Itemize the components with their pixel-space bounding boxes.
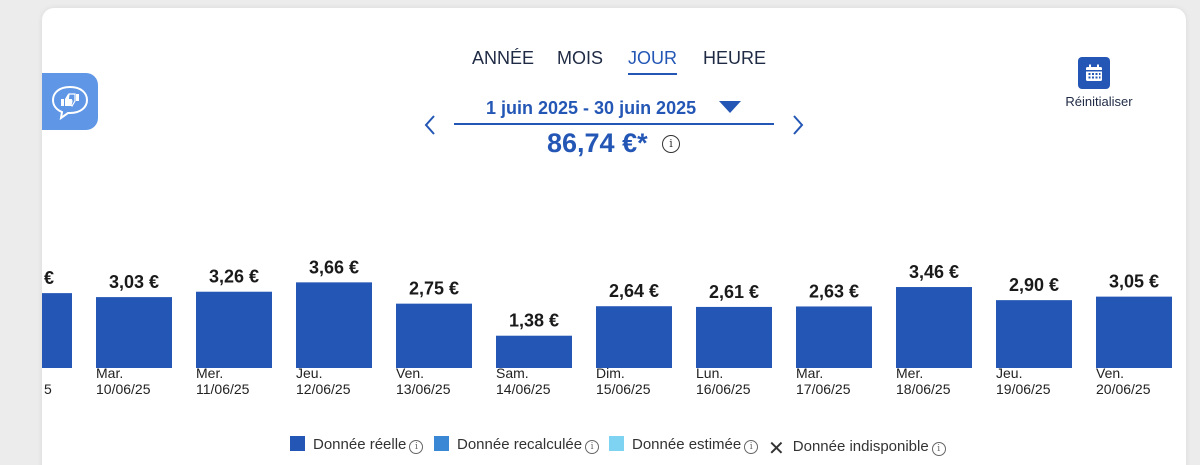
reset-label: Réinitialiser: [1065, 94, 1133, 109]
tick-day-label: Mer.: [196, 365, 223, 381]
bar-15/06/25[interactable]: [596, 306, 672, 368]
info-icon[interactable]: i: [585, 440, 600, 454]
bar-value-label: €: [44, 268, 54, 288]
tick-date-label: 19/06/25: [996, 381, 1051, 397]
chevron-left-icon[interactable]: [422, 114, 438, 136]
tick-date-label: 17/06/25: [796, 381, 851, 397]
tick-date-label: 13/06/25: [396, 381, 451, 397]
tick-day-label: Sam.: [496, 365, 529, 381]
bar-16/06/25[interactable]: [696, 306, 772, 368]
date-range-selector[interactable]: 1 juin 2025 - 30 juin 2025: [454, 95, 774, 125]
tick-date-label: 12/06/25: [296, 381, 351, 397]
info-icon[interactable]: i: [409, 440, 424, 454]
thumbs-feedback-icon: [51, 85, 89, 120]
consumption-card: ANNÉE MOIS JOUR HEURE Réinitialiser: [42, 8, 1186, 465]
tick-day-label: Dim.: [596, 365, 625, 381]
tick-date-label: 15/06/25: [596, 381, 651, 397]
bar-20/06/25[interactable]: [1096, 296, 1172, 368]
bar-11/06/25[interactable]: [196, 291, 272, 368]
legend-item-estimee: Donnée estimée i: [609, 436, 759, 454]
legend-label-recalculee: Donnée recalculée: [457, 436, 583, 453]
calendar-icon: [1086, 64, 1102, 81]
bar-value-label: 3,26 €: [209, 267, 259, 287]
legend-item-recalculee: Donnée recalculée i: [434, 436, 600, 454]
period-total: 86,74 €*: [547, 128, 648, 158]
tab-annee[interactable]: ANNÉE: [472, 48, 535, 68]
legend-label-indisponible: Donnée indisponible: [792, 438, 929, 455]
tick-day-label: Jeu.: [296, 365, 322, 381]
bar-value-label: 3,05 €: [1109, 272, 1159, 292]
tick-day-label: Mer.: [896, 365, 923, 381]
info-icon[interactable]: i: [744, 440, 759, 454]
bar-value-label: 3,46 €: [909, 262, 959, 282]
chart-legend: Donnée réelle i Donnée recalculée i Donnée…: [290, 436, 1010, 460]
tick-date-label: 20/06/25: [1096, 381, 1151, 397]
tab-mois[interactable]: MOIS: [557, 48, 604, 68]
legend-swatch-reelle: [290, 436, 305, 451]
close-icon: ✕: [768, 438, 785, 460]
tab-heure[interactable]: HEURE: [703, 48, 767, 68]
bar-14/06/25[interactable]: [496, 335, 572, 368]
bar-value-label: 2,75 €: [409, 279, 459, 299]
tick-day-label: Ven.: [1096, 365, 1124, 381]
tab-jour[interactable]: JOUR: [628, 48, 677, 75]
info-icon[interactable]: i: [931, 442, 946, 456]
legend-label-estimee: Donnée estimée: [632, 436, 742, 453]
tick-date-label: 18/06/25: [896, 381, 951, 397]
legend-swatch-estimee: [609, 436, 624, 451]
tick-date-label: 11/06/25: [196, 381, 250, 397]
bar-value-label: 3,03 €: [109, 272, 159, 292]
legend-label-reelle: Donnée réelle: [313, 436, 407, 453]
legend-item-indisponible: ✕ Donnée indisponible i: [768, 436, 946, 461]
bar-value-label: 2,61 €: [709, 282, 759, 302]
bar-17/06/25[interactable]: [796, 306, 872, 368]
legend-swatch-recalculee: [434, 436, 449, 451]
tick-date-label: 14/06/25: [496, 381, 551, 397]
bar-18/06/25[interactable]: [896, 287, 972, 368]
tick-date-label: 5: [44, 381, 52, 397]
bar-12/06/25[interactable]: [296, 282, 372, 368]
date-range-text: 1 juin 2025 - 30 juin 2025: [486, 98, 697, 118]
tick-date-label: 16/06/25: [696, 381, 751, 397]
tick-day-label: Ven.: [396, 365, 424, 381]
bar-13/06/25[interactable]: [396, 303, 472, 368]
tick-day-label: Jeu.: [996, 365, 1022, 381]
bar-value-label: 3,66 €: [309, 257, 359, 277]
feedback-button[interactable]: [42, 73, 98, 130]
info-icon[interactable]: i: [662, 135, 680, 153]
tick-day-label: Mar.: [796, 365, 823, 381]
tick-date-label: 10/06/25: [96, 381, 151, 397]
caret-down-icon: [719, 101, 741, 113]
bar-10/06/25[interactable]: [96, 297, 172, 368]
bar-value-label: 2,63 €: [809, 281, 859, 301]
tick-day-label: Lun.: [696, 365, 723, 381]
bar-value-label: 2,90 €: [1009, 275, 1059, 295]
bar-value-label: 2,64 €: [609, 281, 659, 301]
daily-cost-chart: €53,03 €Mar.10/06/253,26 €Mer.11/06/253,…: [42, 257, 1172, 397]
chevron-right-icon[interactable]: [790, 114, 806, 136]
bar-19/06/25[interactable]: [996, 300, 1072, 368]
bar-value-label: 1,38 €: [509, 311, 559, 331]
period-tabs: ANNÉE MOIS JOUR HEURE: [42, 46, 1186, 76]
bar-09/06/25[interactable]: [42, 293, 72, 368]
reset-button[interactable]: [1078, 57, 1110, 89]
legend-item-reelle: Donnée réelle i: [290, 436, 424, 454]
tick-day-label: Mar.: [96, 365, 123, 381]
